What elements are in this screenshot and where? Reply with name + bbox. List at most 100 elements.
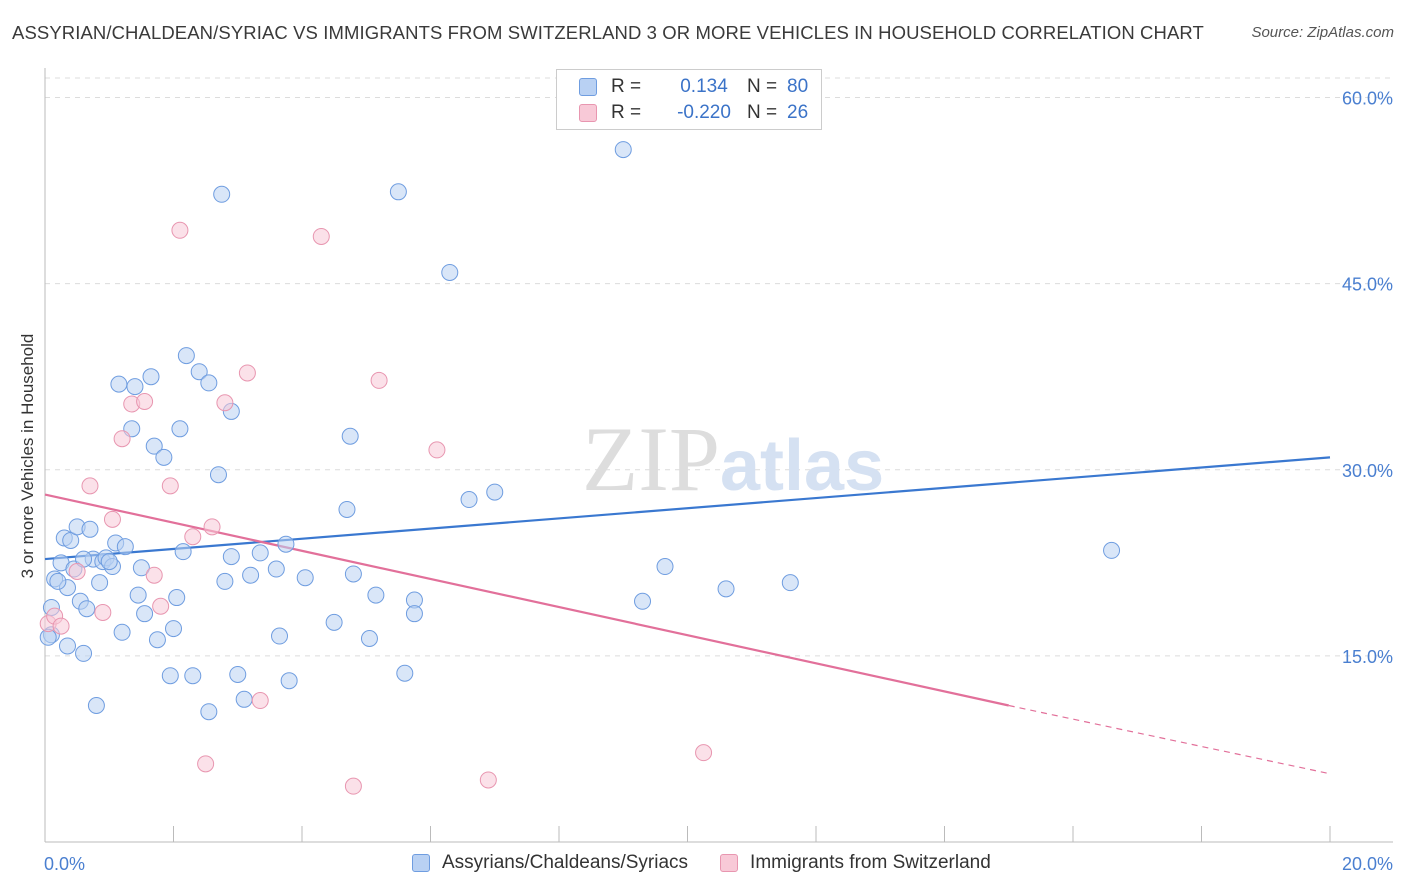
y-tick-label: 15.0% xyxy=(1342,647,1393,667)
data-point-pink xyxy=(216,394,234,412)
data-point-blue xyxy=(200,374,218,392)
source-label: Source: ZipAtlas.com xyxy=(1251,24,1394,41)
data-point-pink xyxy=(136,393,154,411)
data-point-blue xyxy=(781,574,799,592)
data-point-blue xyxy=(222,548,240,566)
data-point-blue xyxy=(216,572,234,590)
data-point-blue xyxy=(100,553,118,571)
data-point-blue xyxy=(136,605,154,623)
data-point-pink xyxy=(344,777,362,795)
legend-row-blue: R = 0.134 N = 80 xyxy=(579,74,808,100)
data-point-blue xyxy=(486,483,504,501)
data-point-blue xyxy=(367,586,385,604)
legend-r-value: -0.220 xyxy=(677,102,731,123)
data-point-blue xyxy=(213,185,231,203)
data-point-blue xyxy=(81,520,99,538)
data-point-blue xyxy=(174,543,192,561)
legend-r-label: R = xyxy=(611,102,642,123)
data-point-blue xyxy=(235,690,253,708)
data-point-blue xyxy=(460,491,478,509)
data-point-pink xyxy=(81,477,99,495)
data-point-pink xyxy=(103,510,121,528)
legend-swatch-blue xyxy=(579,78,597,96)
data-point-blue xyxy=(190,363,208,381)
data-point-pink xyxy=(68,562,86,580)
legend-n-value: 26 xyxy=(787,102,809,123)
data-point-blue xyxy=(49,572,67,590)
data-point-pink xyxy=(479,771,497,789)
legend-r-label: R = xyxy=(611,76,642,97)
data-point-blue xyxy=(62,531,80,549)
data-point-blue xyxy=(129,586,147,604)
data-point-blue xyxy=(296,569,314,587)
data-point-pink xyxy=(171,221,189,239)
data-point-blue xyxy=(280,672,298,690)
legend-swatch-blue xyxy=(412,854,430,872)
stats-legend: R = 0.134 N = 80 R = -0.220 N = 26 xyxy=(556,69,822,130)
data-point-blue xyxy=(126,378,144,396)
data-point-blue xyxy=(341,427,359,445)
series-pink-points xyxy=(39,221,713,795)
data-point-pink xyxy=(251,692,269,710)
data-point-blue xyxy=(184,667,202,685)
data-point-blue xyxy=(1103,541,1121,559)
legend-label: Assyrians/Chaldeans/Syriacs xyxy=(442,852,689,873)
data-point-blue xyxy=(155,448,173,466)
legend-item-assyrians: Assyrians/Chaldeans/Syriacs xyxy=(412,852,688,874)
legend-n-label: N = xyxy=(747,76,778,97)
legend-swatch-pink xyxy=(720,854,739,872)
data-point-blue xyxy=(634,592,652,610)
data-point-pink xyxy=(203,518,221,536)
x-tick-label: 20.0% xyxy=(1342,854,1393,874)
data-point-blue xyxy=(389,183,407,201)
data-point-blue xyxy=(242,566,260,584)
data-point-blue xyxy=(116,538,134,556)
data-point-pink xyxy=(238,364,256,382)
data-point-pink xyxy=(695,744,713,762)
data-point-blue xyxy=(338,500,356,518)
data-point-blue xyxy=(142,368,160,386)
watermark-atlas: atlas xyxy=(720,426,884,506)
data-point-blue xyxy=(396,664,414,682)
legend-row-pink: R = -0.220 N = 26 xyxy=(579,100,808,126)
data-point-blue xyxy=(229,665,247,683)
data-point-pink xyxy=(428,441,446,459)
data-point-blue xyxy=(441,263,459,281)
x-tick-label: 0.0% xyxy=(44,854,85,874)
data-point-blue xyxy=(325,613,343,631)
data-point-blue xyxy=(113,623,131,641)
data-point-blue xyxy=(91,574,109,592)
data-point-blue xyxy=(656,558,674,576)
data-point-pink xyxy=(312,227,330,245)
data-point-blue xyxy=(110,375,128,393)
series-legend: Assyrians/Chaldeans/Syriacs Immigrants f… xyxy=(412,852,1023,874)
data-point-blue xyxy=(171,420,189,438)
data-point-blue xyxy=(168,589,186,607)
data-point-blue xyxy=(78,600,96,618)
data-point-blue xyxy=(277,535,295,553)
data-point-blue xyxy=(161,667,179,685)
legend-r-value: 0.134 xyxy=(680,76,728,97)
data-point-blue xyxy=(148,631,166,649)
data-point-blue xyxy=(267,560,285,578)
data-point-pink xyxy=(113,430,131,448)
axes xyxy=(44,68,1393,843)
data-point-blue xyxy=(58,637,76,655)
data-point-blue xyxy=(344,565,362,583)
trend-line-pink-extension xyxy=(1008,704,1331,775)
data-point-pink xyxy=(161,477,179,495)
series-blue-points xyxy=(39,141,1121,721)
data-point-blue xyxy=(271,627,289,645)
data-point-blue xyxy=(87,697,105,715)
y-tick-label: 60.0% xyxy=(1342,89,1393,109)
data-point-blue xyxy=(75,644,93,662)
data-point-blue xyxy=(251,544,269,562)
data-point-blue xyxy=(177,347,195,365)
data-point-pink xyxy=(145,566,163,584)
data-point-pink xyxy=(94,603,112,621)
data-point-blue xyxy=(165,620,182,638)
data-point-blue xyxy=(200,703,218,721)
data-point-blue xyxy=(717,580,735,598)
watermark-zip: ZIP xyxy=(582,408,720,510)
